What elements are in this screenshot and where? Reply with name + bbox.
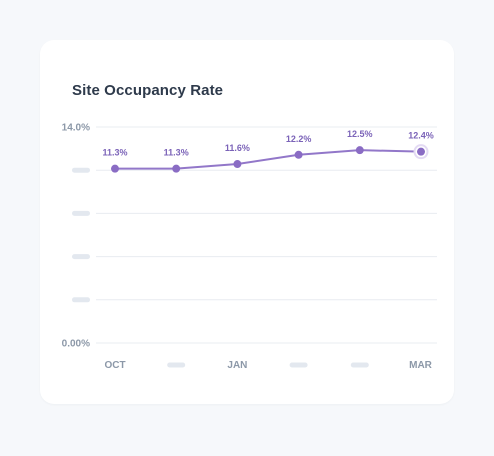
x-tick-placeholder xyxy=(167,362,186,368)
data-point[interactable] xyxy=(172,164,181,173)
x-tick-label: JAN xyxy=(227,360,247,371)
y-tick-placeholder xyxy=(72,210,90,216)
x-tick-placeholder xyxy=(289,362,308,368)
data-label: 11.3% xyxy=(164,148,189,158)
data-labels: 11.3% 11.3% 11.6% 12.2% 12.5% 12.4% xyxy=(102,129,433,158)
chart-title: Site Occupancy Rate xyxy=(72,82,224,99)
data-points xyxy=(111,144,429,173)
y-tick-placeholder xyxy=(72,167,90,173)
data-point[interactable] xyxy=(355,146,364,155)
x-tick-label: MAR xyxy=(409,360,433,371)
grid-lines xyxy=(96,126,437,344)
data-label: 12.2% xyxy=(286,134,312,144)
y-tick-label: 14.0% xyxy=(62,123,90,134)
data-point[interactable] xyxy=(111,164,119,173)
data-label: 11.3% xyxy=(102,148,127,158)
data-label: 11.6% xyxy=(225,143,250,153)
x-tick-label: OCT xyxy=(104,360,125,371)
data-point[interactable] xyxy=(233,160,242,169)
y-axis: 0.00% 14.0% xyxy=(62,123,90,350)
x-tick-placeholder xyxy=(350,362,369,368)
data-label: 12.4% xyxy=(408,131,434,141)
y-tick-label: 0.00% xyxy=(62,339,90,350)
data-point[interactable] xyxy=(294,150,303,159)
series-line-0 xyxy=(114,149,422,170)
data-label: 12.5% xyxy=(347,129,373,139)
y-tick-placeholder xyxy=(72,297,90,303)
data-point[interactable] xyxy=(417,147,425,156)
x-axis: OCT JAN MAR xyxy=(104,360,432,371)
series-line xyxy=(114,149,422,170)
y-tick-placeholder xyxy=(72,254,90,260)
